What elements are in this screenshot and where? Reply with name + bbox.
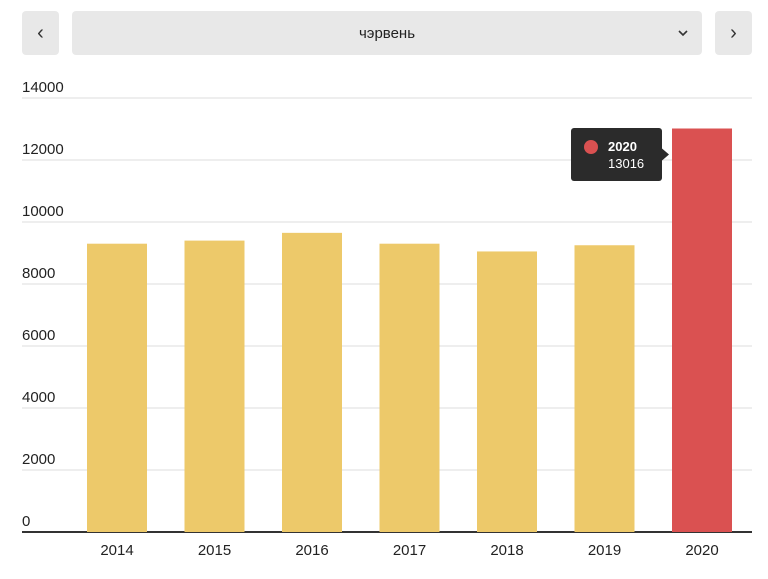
y-tick-label: 8000 <box>22 265 55 282</box>
x-tick-label: 2018 <box>490 542 523 559</box>
chevron-left-icon: ‹ <box>37 21 44 44</box>
x-tick-label: 2016 <box>295 542 328 559</box>
y-tick-label: 2000 <box>22 451 55 468</box>
y-tick-label: 12000 <box>22 141 64 158</box>
bar-2017[interactable] <box>379 243 440 532</box>
next-month-button[interactable]: › <box>715 11 752 55</box>
x-tick-label: 2019 <box>588 542 621 559</box>
bar-2018[interactable] <box>477 251 537 532</box>
bar-2016[interactable] <box>282 232 342 532</box>
month-select[interactable]: чэрвень <box>72 11 702 55</box>
prev-month-button[interactable]: ‹ <box>22 11 59 55</box>
y-tick-label: 4000 <box>22 389 55 406</box>
bar-2019[interactable] <box>574 245 635 532</box>
y-tick-label: 10000 <box>22 203 64 220</box>
x-tick-label: 2017 <box>393 542 426 559</box>
bar-2015[interactable] <box>184 240 245 532</box>
y-tick-label: 0 <box>22 513 30 530</box>
tooltip-title: 2020 <box>608 139 637 154</box>
tooltip-series-dot <box>584 140 598 154</box>
chevron-right-icon: › <box>730 21 737 44</box>
bar-2014[interactable] <box>87 243 147 532</box>
tooltip-value: 13016 <box>608 156 644 171</box>
y-tick-label: 6000 <box>22 327 55 344</box>
chart-tooltip: 2020 13016 <box>571 128 669 181</box>
chevron-down-icon <box>678 30 688 37</box>
tooltip-box <box>571 128 662 181</box>
bar-2020[interactable] <box>672 128 732 532</box>
x-tick-label: 2015 <box>198 542 231 559</box>
x-tick-label: 2020 <box>685 542 718 559</box>
month-select-value: чэрвень <box>358 24 416 42</box>
tooltip-pointer <box>662 148 669 161</box>
y-tick-label: 14000 <box>22 79 64 96</box>
x-tick-label: 2014 <box>100 542 133 559</box>
